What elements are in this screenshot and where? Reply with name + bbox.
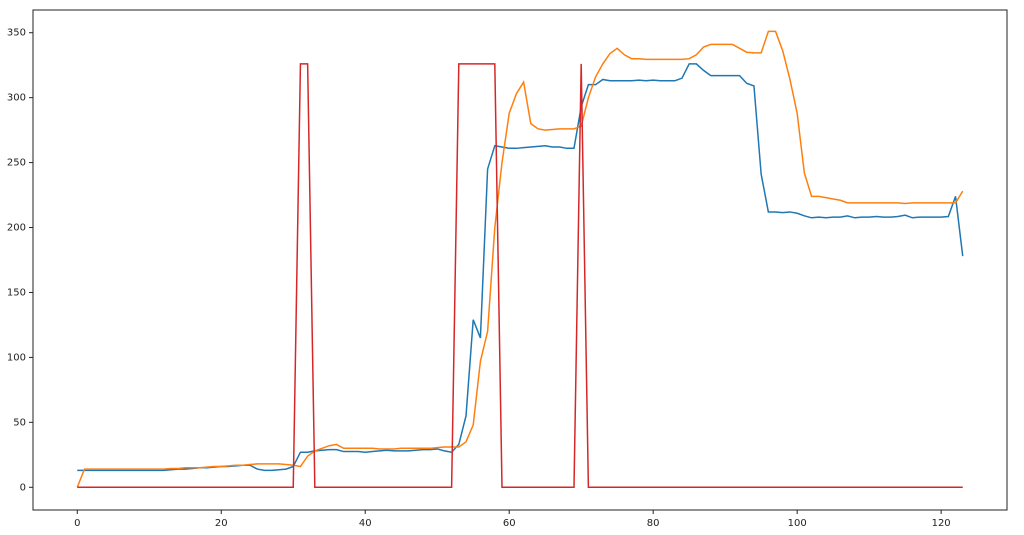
y-tick-label: 300 <box>7 93 26 104</box>
x-tick-label: 80 <box>647 518 660 529</box>
x-tick-label: 40 <box>359 518 372 529</box>
y-tick-label: 150 <box>7 287 26 298</box>
series-line <box>77 63 964 472</box>
x-tick-label: 60 <box>503 518 516 529</box>
y-tick-label: 350 <box>7 28 26 39</box>
x-tick-label: 100 <box>788 518 807 529</box>
y-tick-label: 100 <box>7 352 26 363</box>
y-tick-label: 250 <box>7 158 26 169</box>
y-tick-label: 0 <box>20 482 26 493</box>
y-tick-label: 50 <box>13 417 26 428</box>
series-line <box>76 30 964 488</box>
y-tick-label: 200 <box>7 223 26 234</box>
x-tick-label: 20 <box>215 518 228 529</box>
series-line <box>77 63 963 489</box>
plot-frame <box>32 9 1008 511</box>
x-tick-label: 0 <box>74 518 80 529</box>
x-tick-label: 120 <box>932 518 951 529</box>
